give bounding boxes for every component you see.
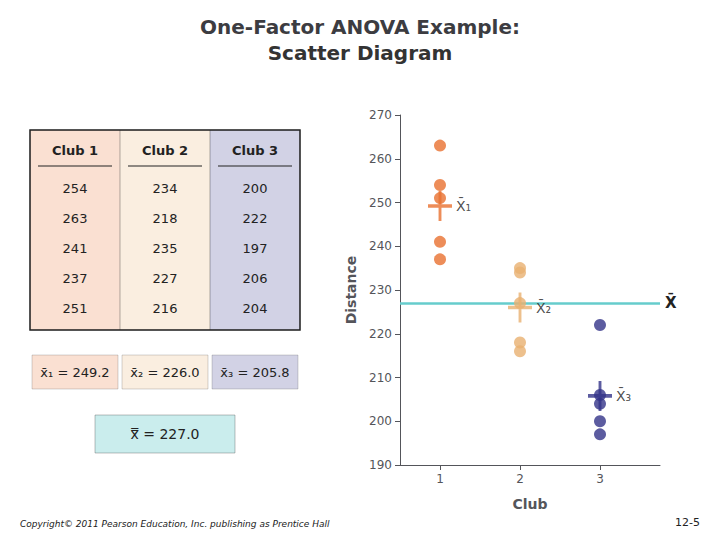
svg-text:x̄₂ = 226.0: x̄₂ = 226.0 — [130, 365, 199, 380]
svg-text:X̄₁: X̄₁ — [456, 197, 471, 214]
svg-text:Club 1: Club 1 — [52, 143, 98, 158]
svg-text:263: 263 — [63, 211, 88, 226]
svg-text:197: 197 — [243, 241, 268, 256]
svg-text:210: 210 — [369, 371, 392, 385]
svg-text:2: 2 — [516, 472, 524, 486]
svg-text:206: 206 — [243, 271, 268, 286]
svg-text:204: 204 — [243, 301, 268, 316]
svg-text:1: 1 — [436, 472, 444, 486]
svg-text:241: 241 — [63, 241, 88, 256]
svg-text:3: 3 — [596, 472, 604, 486]
svg-text:Club: Club — [512, 496, 547, 512]
svg-text:200: 200 — [369, 414, 392, 428]
svg-text:190: 190 — [369, 458, 392, 472]
svg-text:250: 250 — [369, 196, 392, 210]
svg-text:230: 230 — [369, 283, 392, 297]
svg-text:One-Factor ANOVA Example:: One-Factor ANOVA Example: — [200, 15, 520, 39]
svg-text:260: 260 — [369, 152, 392, 166]
svg-text:X̄: X̄ — [665, 292, 677, 312]
svg-text:x̿ = 227.0: x̿ = 227.0 — [130, 426, 199, 442]
svg-text:270: 270 — [369, 108, 392, 122]
svg-text:Scatter Diagram: Scatter Diagram — [268, 41, 453, 65]
svg-text:234: 234 — [153, 181, 178, 196]
svg-text:220: 220 — [369, 327, 392, 341]
svg-text:216: 216 — [153, 301, 178, 316]
svg-text:12-5: 12-5 — [675, 516, 700, 529]
svg-text:240: 240 — [369, 239, 392, 253]
svg-text:235: 235 — [153, 241, 178, 256]
svg-text:Club 2: Club 2 — [142, 143, 188, 158]
svg-text:Club 3: Club 3 — [232, 143, 278, 158]
svg-text:254: 254 — [63, 181, 88, 196]
svg-text:222: 222 — [243, 211, 268, 226]
svg-text:227: 227 — [153, 271, 178, 286]
svg-text:251: 251 — [63, 301, 88, 316]
svg-text:Distance: Distance — [343, 256, 359, 325]
svg-text:X̄₃: X̄₃ — [616, 387, 631, 404]
svg-text:X̄₂: X̄₂ — [536, 299, 551, 316]
svg-text:Copyright© 2011 Pearson Educat: Copyright© 2011 Pearson Education, Inc. … — [20, 519, 330, 529]
svg-text:200: 200 — [243, 181, 268, 196]
svg-text:237: 237 — [63, 271, 88, 286]
svg-text:x̄₃ = 205.8: x̄₃ = 205.8 — [220, 365, 289, 380]
svg-text:x̄₁ = 249.2: x̄₁ = 249.2 — [40, 365, 109, 380]
svg-text:218: 218 — [153, 211, 178, 226]
